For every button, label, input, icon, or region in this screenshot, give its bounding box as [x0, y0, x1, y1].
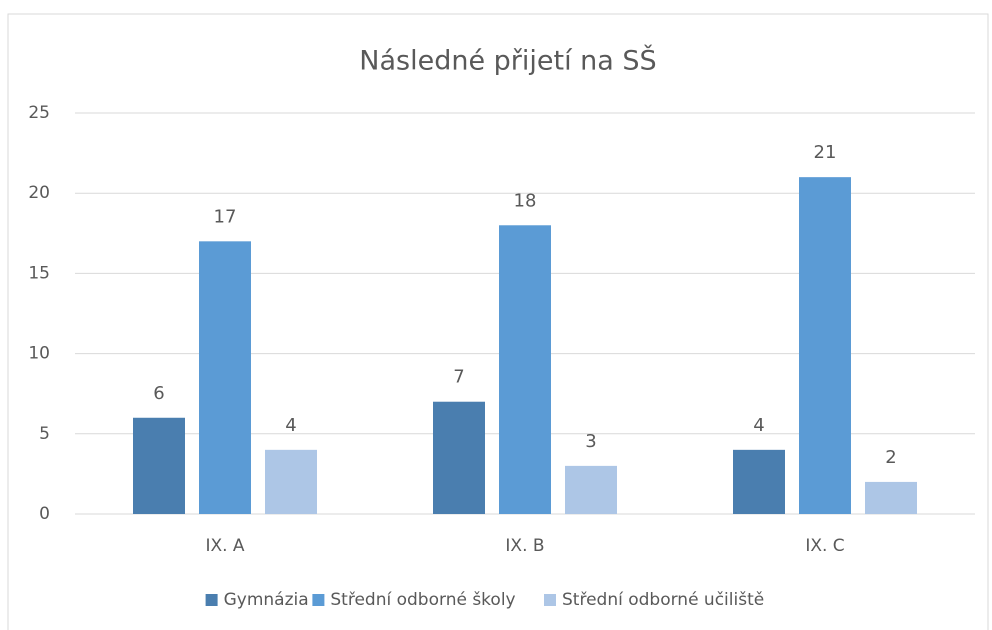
data-label: 2: [885, 447, 896, 468]
bar: [799, 177, 851, 514]
x-tick-label: IX. B: [505, 536, 544, 556]
legend-label: Střední odborné školy: [330, 590, 515, 610]
data-label: 21: [814, 142, 837, 163]
legend-swatch: [205, 594, 218, 606]
data-label: 6: [153, 383, 164, 404]
y-tick-label: 25: [28, 103, 50, 123]
y-tick-label: 5: [39, 424, 50, 444]
bar: [433, 401, 485, 514]
bar: [565, 465, 617, 514]
y-tick-label: 15: [28, 263, 50, 283]
bar: [265, 449, 317, 514]
bar: [133, 417, 185, 514]
x-tick-label: IX. C: [805, 536, 844, 556]
data-label: 18: [514, 190, 537, 211]
y-tick-label: 0: [39, 504, 50, 524]
data-label: 17: [214, 206, 237, 227]
chart-title: Následné přijetí na SŠ: [359, 45, 656, 77]
bar: [865, 481, 917, 514]
legend-label: Střední odborné učiliště: [562, 590, 764, 610]
x-tick-label: IX. A: [205, 536, 244, 556]
legend-swatch: [544, 594, 556, 606]
data-label: 3: [585, 431, 596, 452]
data-label: 4: [753, 415, 764, 436]
legend-label: Gymnázia: [224, 590, 309, 610]
y-tick-label: 10: [28, 344, 50, 364]
data-label: 7: [453, 367, 464, 388]
bar: [499, 225, 551, 514]
bar: [733, 449, 785, 514]
legend-swatch: [312, 594, 325, 606]
bar: [199, 241, 251, 514]
y-tick-label: 20: [28, 183, 50, 203]
data-label: 4: [285, 415, 296, 436]
